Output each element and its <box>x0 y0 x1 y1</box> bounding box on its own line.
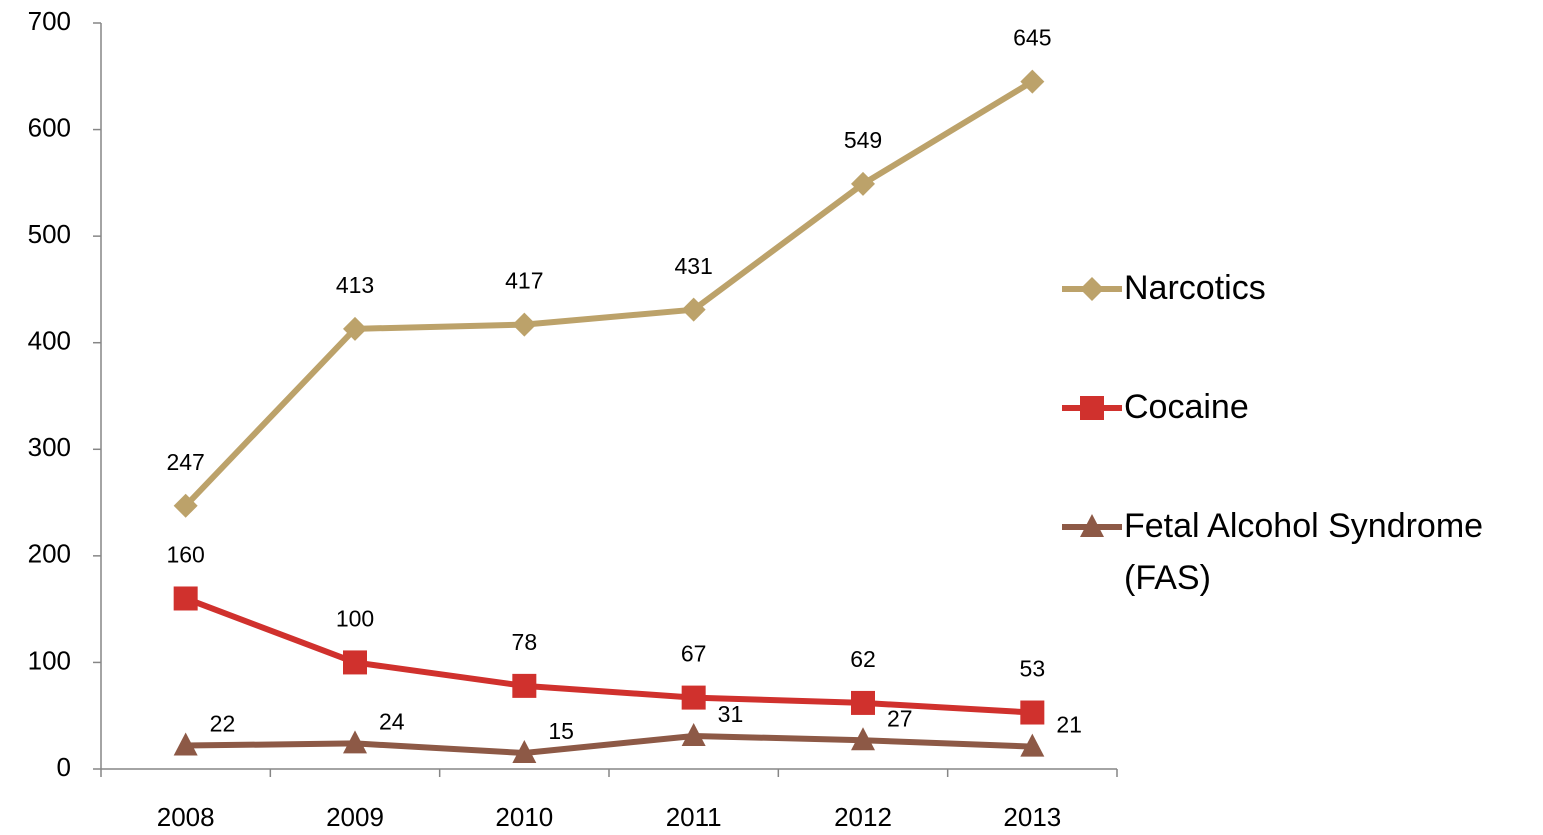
x-tick-label: 2009 <box>326 802 384 832</box>
legend-icon <box>1062 514 1122 537</box>
marker <box>512 312 537 337</box>
data-label: 22 <box>210 711 236 737</box>
data-label: 67 <box>681 641 707 667</box>
data-label: 62 <box>850 646 876 672</box>
data-label: 24 <box>379 709 405 735</box>
data-label: 431 <box>674 253 712 279</box>
marker <box>343 650 367 675</box>
data-label: 413 <box>336 272 374 298</box>
legend-label: Fetal Alcohol Syndrome (FAS) <box>1124 507 1484 597</box>
marker <box>1020 69 1045 94</box>
y-tick-label: 600 <box>28 112 71 142</box>
x-tick-label: 2010 <box>495 802 553 832</box>
data-label: 417 <box>505 268 543 294</box>
data-label: 15 <box>548 718 574 744</box>
y-tick-label: 400 <box>28 326 71 356</box>
series-line <box>184 595 1033 716</box>
data-label: 78 <box>512 629 538 655</box>
marker <box>1080 514 1104 537</box>
marker <box>512 740 537 764</box>
data-label: 549 <box>844 127 882 153</box>
x-tick-label: 2008 <box>157 802 215 832</box>
marker <box>173 732 198 756</box>
marker <box>1080 396 1104 420</box>
marker <box>681 685 706 710</box>
legend-item: Fetal Alcohol Syndrome (FAS) <box>1060 500 1540 619</box>
marker <box>343 730 367 754</box>
data-label: 21 <box>1056 712 1082 738</box>
marker <box>173 586 198 611</box>
y-tick-label: 500 <box>28 219 71 249</box>
legend: Narcotics Cocaine Fetal Alcohol Syndrome (… <box>1060 262 1540 619</box>
series-line <box>185 732 1033 757</box>
marker <box>851 727 875 751</box>
y-tick-label: 300 <box>28 432 71 462</box>
data-label: 645 <box>1013 25 1051 51</box>
marker <box>173 493 198 518</box>
y-tick-label: 0 <box>57 752 71 782</box>
legend-item: Cocaine <box>1060 381 1540 500</box>
legend-label: Narcotics <box>1124 269 1266 307</box>
marker <box>1020 733 1045 757</box>
x-tick-label: 2012 <box>834 802 892 832</box>
data-label: 27 <box>887 705 913 731</box>
legend-item: Narcotics <box>1060 262 1540 381</box>
legend-icon <box>1062 396 1122 420</box>
legend-label: Cocaine <box>1124 388 1249 426</box>
series-line <box>183 79 1034 508</box>
y-tick-label: 200 <box>28 539 71 569</box>
data-label: 247 <box>166 449 204 475</box>
marker <box>681 297 706 322</box>
marker <box>851 171 875 196</box>
marker <box>681 722 706 746</box>
marker <box>343 316 367 341</box>
marker <box>1020 700 1045 725</box>
data-label: 160 <box>166 542 204 568</box>
marker <box>512 673 537 698</box>
marker <box>851 690 875 715</box>
data-label: 100 <box>336 606 374 632</box>
y-tick-label: 700 <box>28 6 71 36</box>
marker <box>1080 277 1104 301</box>
data-label: 53 <box>1020 656 1046 682</box>
data-label: 31 <box>718 701 744 727</box>
y-tick-label: 100 <box>28 645 71 675</box>
x-tick-label: 2011 <box>666 802 722 832</box>
x-tick-label: 2013 <box>1003 802 1061 832</box>
legend-icon <box>1062 277 1122 301</box>
